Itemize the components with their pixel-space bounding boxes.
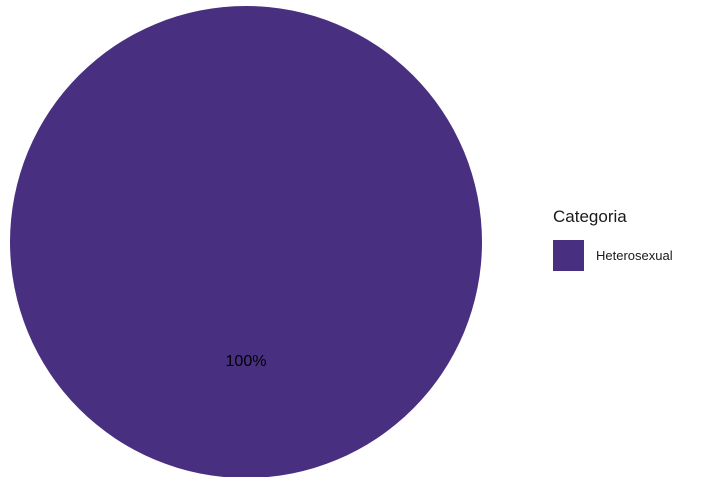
legend: Categoria Heterosexual	[553, 207, 693, 271]
pie-data-label: 100%	[226, 353, 267, 370]
pie-slices	[10, 6, 482, 477]
pie-slice-heterosexual	[10, 6, 482, 477]
legend-title: Categoria	[553, 207, 627, 226]
legend-item: Heterosexual	[553, 239, 693, 271]
legend-items: Heterosexual	[553, 239, 693, 271]
pie-labels: 100%	[226, 353, 267, 370]
legend-swatch	[553, 239, 584, 271]
legend-label: Heterosexual	[596, 247, 673, 263]
